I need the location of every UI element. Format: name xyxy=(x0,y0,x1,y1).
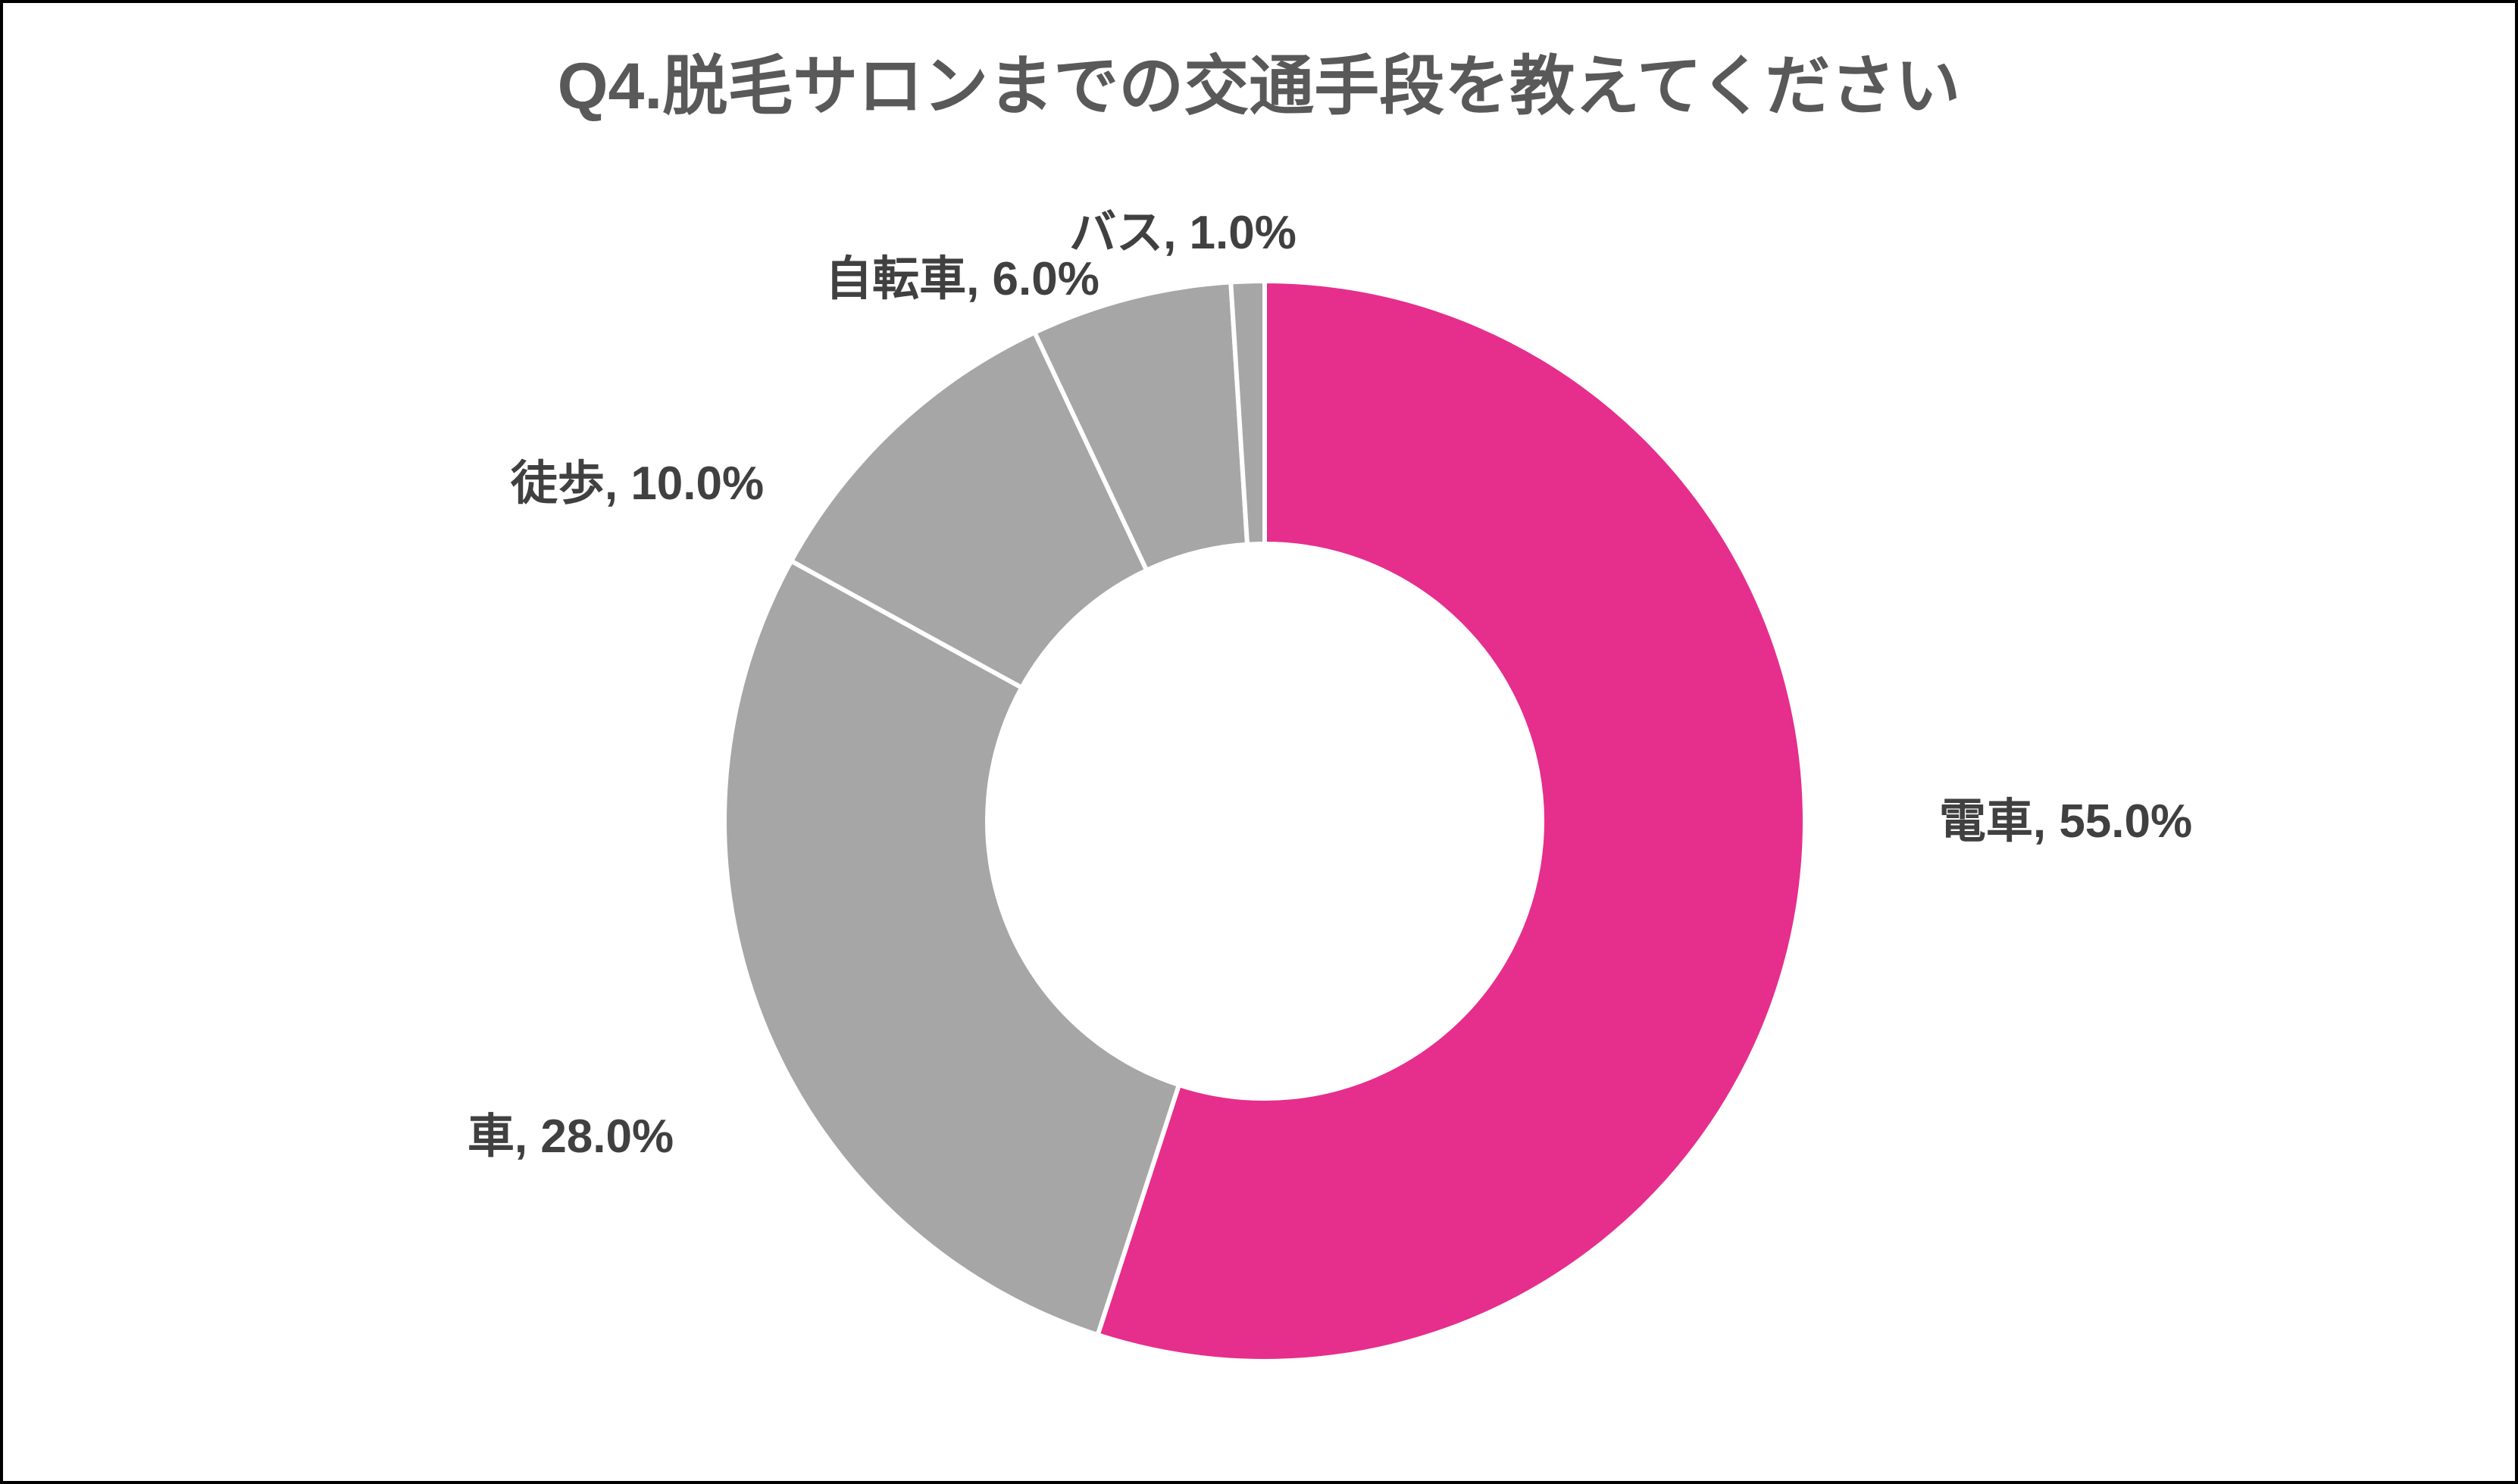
data-label-train: 電車, 55.0% xyxy=(1938,795,2193,848)
data-label-car: 車, 28.0% xyxy=(467,1111,674,1163)
donut-slice-1 xyxy=(722,558,1182,1338)
chart-title: Q4.脱毛サロンまでの交通手段を教えてください xyxy=(557,50,1961,123)
donut-slice-2 xyxy=(788,329,1150,691)
data-label-walk: 徒歩, 10.0% xyxy=(510,458,765,510)
donut-slice-0 xyxy=(1094,278,1807,1364)
donut-chart-svg xyxy=(722,278,1807,1364)
data-label-bus: バス, 1.0% xyxy=(1069,207,1297,259)
donut-slice-4 xyxy=(1228,278,1267,547)
data-label-bicycle: 自転車, 6.0% xyxy=(825,253,1099,305)
